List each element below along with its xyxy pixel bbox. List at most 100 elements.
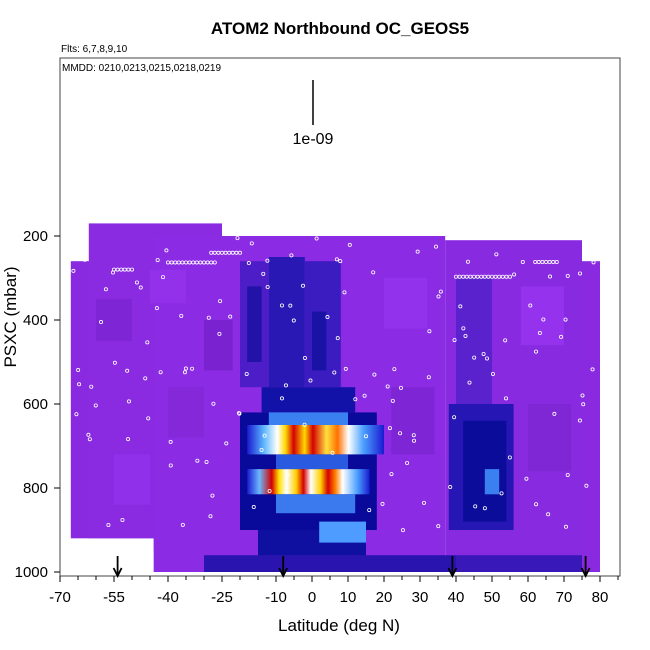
sample-point [385,384,390,389]
sample-point [134,280,139,285]
x-axis-title: Latitude (deg N) [278,616,400,635]
sample-point [534,349,539,354]
sample-point [261,271,266,276]
sample-point [302,355,307,360]
sample-point [363,434,368,439]
sample-point [528,303,533,308]
sample-point [490,371,495,376]
sample-point [179,313,184,318]
sample-point [219,250,224,255]
sample-point [216,250,221,255]
heat-cell [168,387,204,438]
sample-point [209,260,214,265]
heat-cell [456,278,492,404]
sample-point [267,488,272,493]
sample-point [520,260,525,265]
x-tick-label: 60 [520,589,537,606]
sample-point [314,236,319,241]
heat-cell [96,299,132,341]
sample-point [400,528,405,533]
heat-cell [204,555,456,572]
sample-point [343,366,348,371]
sample-point [279,303,284,308]
sample-point [235,236,240,241]
sample-point [590,367,595,372]
sample-point [168,439,173,444]
sample-point [390,398,395,403]
dates-note: MMDD: 0210,0213,0215,0218,0219 [62,63,221,74]
sample-point [246,261,251,266]
sample-point [143,376,148,381]
sample-point [472,355,477,360]
sample-point [554,260,559,265]
sample-point [71,268,76,273]
sample-point [234,250,239,255]
sample-point [265,285,270,290]
sample-point [279,396,284,401]
sample-point [563,317,568,322]
sample-point [129,267,134,272]
sample-point [507,455,512,460]
heat-cell [520,286,564,346]
sample-point [584,483,589,488]
sample-point [494,252,499,257]
sample-point [347,242,352,247]
sample-point [387,426,392,431]
sample-point [145,340,150,345]
sample-point [74,412,79,417]
sample-point [224,441,229,446]
x-tick-label: -55 [103,589,125,606]
sample-point [165,260,170,265]
hot-band-nh [484,469,500,495]
sample-point [227,250,232,255]
plot-frame [59,57,621,577]
y-tick-label: 600 [23,396,48,413]
sample-point [512,272,517,277]
sample-point [99,320,104,325]
sample-point [209,250,214,255]
sample-point [332,370,337,375]
sample-point [563,524,568,529]
sample-point [183,260,188,265]
flights-note: Flts: 6,7,8,9,10 [61,44,128,55]
heat-cell [150,269,186,304]
sample-point [362,393,367,398]
sample-point [458,304,463,309]
flight-arrow-head [112,567,123,579]
sample-point [77,382,82,387]
sample-point [182,370,187,375]
sample-point [412,438,417,443]
sample-point [482,506,487,511]
sample-point [86,432,91,437]
sample-point [198,260,203,265]
heat-cell [247,286,262,362]
heat-cell [528,404,572,472]
sample-point [436,524,441,529]
sample-point [154,306,159,311]
sample-point [288,303,293,308]
heat-cell [268,257,305,388]
sample-point [335,336,340,341]
flight-arrow-head [580,567,591,579]
sample-point [183,366,188,371]
sample-point [372,372,377,377]
x-tick-label: 30 [412,589,429,606]
sample-point [452,338,457,343]
sample-point [580,393,585,398]
x-tick-label: 10 [340,589,357,606]
x-tick-label: 80 [592,589,609,606]
sample-point [164,248,169,253]
heat-cell [261,387,356,413]
x-tick-label: 20 [376,589,393,606]
scale-label: 1e-09 [293,131,334,148]
sample-point [161,275,166,280]
sample-point [392,367,397,372]
heat-cell [204,320,233,371]
sample-point [342,290,347,295]
sample-point [191,260,196,265]
heatmap-cells [70,223,600,572]
sample-point [581,402,586,407]
sample-point [87,437,92,442]
sample-point [228,314,233,319]
sample-point [565,273,570,278]
